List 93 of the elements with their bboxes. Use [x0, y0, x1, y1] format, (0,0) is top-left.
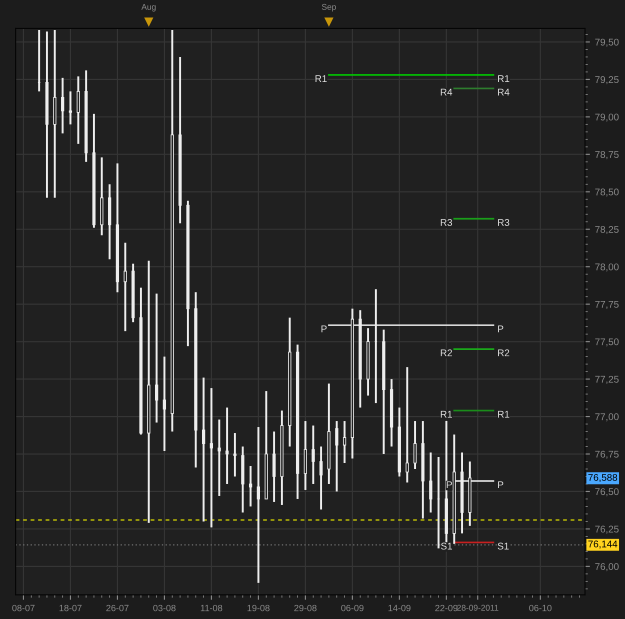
- candlestick: [210, 387, 214, 528]
- series-label: R3: [440, 219, 452, 226]
- candlestick: [124, 242, 127, 332]
- text: P: [498, 326, 504, 332]
- candlestick: [225, 406, 229, 485]
- candlestick: [366, 327, 370, 397]
- candlestick: [288, 316, 292, 448]
- y-tick-label: 77,50: [595, 338, 619, 346]
- ref-line-label: 76,144: [588, 540, 618, 549]
- candlestick: [413, 420, 417, 470]
- y-tick-label: 77,75: [595, 301, 619, 309]
- candlestick: [327, 382, 330, 485]
- text: R2: [498, 349, 510, 356]
- text: S1: [498, 542, 509, 550]
- text: Sep: [322, 4, 336, 12]
- candlestick: [342, 420, 346, 464]
- candlestick: [390, 378, 394, 448]
- y-tick-label: 76,00: [595, 563, 619, 572]
- candlestick: [304, 420, 307, 491]
- candlestick: [421, 420, 424, 520]
- y-tick-label: 78,00: [595, 263, 619, 272]
- candlestick: [256, 426, 260, 584]
- candlestick: [218, 418, 221, 497]
- candlestick: [53, 28, 56, 199]
- x-tick-label: 14-09: [388, 604, 411, 612]
- candlestick: [92, 112, 96, 229]
- candlestick: [280, 410, 284, 506]
- x-tick-label: 11-08: [200, 604, 222, 612]
- candlestick: [319, 446, 323, 510]
- candlestick: [100, 156, 104, 236]
- x-tick-label: 06-09: [341, 604, 364, 612]
- candlestick: [155, 292, 158, 424]
- candlestick: [108, 183, 112, 260]
- series-label: R1: [316, 75, 327, 82]
- y-tick-label: 77,00: [595, 413, 619, 422]
- candlestick: [116, 162, 120, 294]
- text: R3: [498, 219, 510, 226]
- series-label: R4: [440, 88, 452, 96]
- candlestick: [233, 432, 237, 478]
- y-tick-label: 79,50: [595, 38, 619, 47]
- y-tick-label: 77,25: [595, 376, 619, 384]
- candlestick: [170, 28, 174, 433]
- series-label: P: [321, 326, 327, 332]
- candlestick: [460, 452, 464, 534]
- x-tick-label: 03-08: [153, 604, 176, 612]
- candlestick: [398, 406, 401, 478]
- candlestick: [350, 308, 354, 460]
- y-tick-label: 79,00: [595, 114, 619, 122]
- annotation: 76,588: [588, 474, 618, 482]
- x-tick-label: 26-07: [106, 604, 129, 612]
- text: R1: [498, 410, 510, 418]
- candlestick: [429, 452, 432, 514]
- candlestick: [194, 291, 198, 468]
- x-tick-label: 06-10: [529, 604, 552, 612]
- candlestick: [382, 328, 386, 455]
- candlestick: [61, 76, 64, 134]
- candlestick: [248, 465, 252, 508]
- y-tick-label: 76,50: [595, 488, 619, 496]
- series-label: S1: [441, 542, 452, 550]
- x-tick-label: 29-08: [294, 604, 317, 612]
- candlestick: [76, 75, 80, 145]
- candlestick: [202, 376, 206, 522]
- x-tick-label: 28-09-2011: [457, 604, 498, 611]
- candlestick: [186, 200, 190, 348]
- candlestick: [45, 30, 49, 199]
- candlestick: [406, 366, 409, 484]
- candlestick: [147, 260, 150, 524]
- candlestick: [296, 344, 300, 500]
- y-tick-label: 79,25: [595, 76, 619, 84]
- y-tick-label: 76,25: [595, 526, 619, 534]
- candlestick: [272, 430, 276, 503]
- text: R4: [498, 88, 510, 96]
- series-label: P: [446, 481, 452, 488]
- candlestick: [468, 460, 472, 527]
- y-tick-label: 76,75: [595, 450, 619, 459]
- candlestick: [132, 262, 135, 324]
- text: R1: [498, 75, 510, 82]
- series-label: R1: [440, 410, 452, 418]
- text: Aug: [141, 4, 156, 12]
- x-tick-label: 19-08: [248, 604, 270, 612]
- y-tick-label: 78,25: [595, 226, 619, 234]
- x-tick-label: 08-07: [12, 604, 35, 612]
- y-tick-label: 78,50: [595, 188, 619, 197]
- candlestick: [84, 69, 88, 163]
- text: P: [498, 481, 504, 488]
- candlestick: [162, 356, 166, 452]
- x-tick-label: 18-07: [60, 604, 82, 612]
- series-label: R2: [440, 349, 452, 356]
- candlestick: [68, 90, 72, 126]
- candlestick: [178, 56, 182, 224]
- candlestick: [312, 424, 315, 485]
- y-tick-label: 78,75: [595, 151, 619, 160]
- x-tick-label: 22-09: [435, 604, 458, 612]
